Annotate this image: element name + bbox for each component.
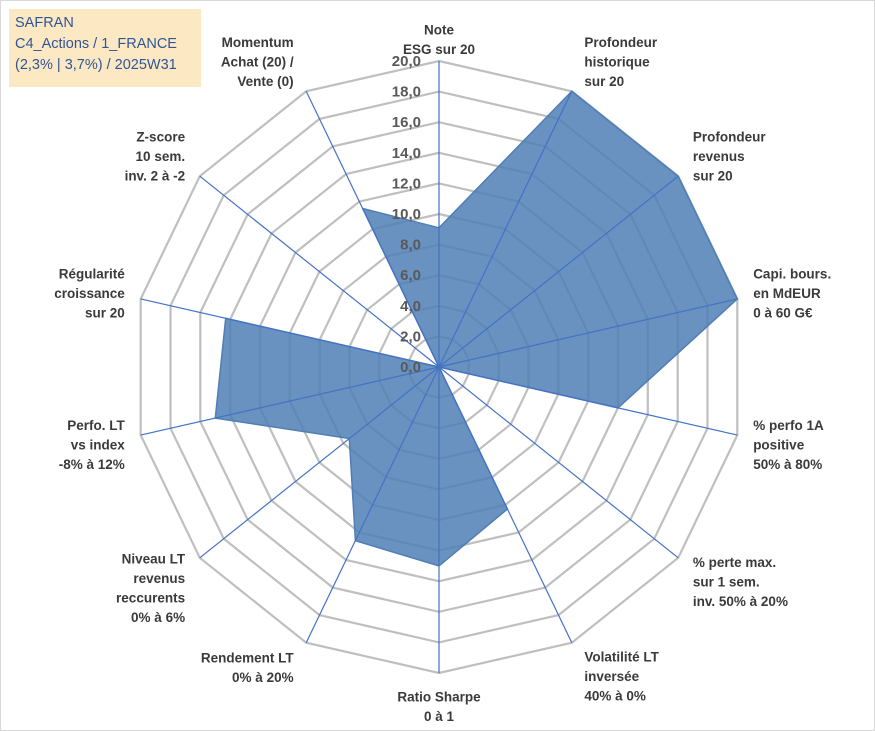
axis-label: % perfo 1A positive 50% à 80% [753,418,824,472]
tick-label: 8,0 [400,237,421,254]
axis-label-line: Ratio Sharpe [397,690,481,705]
axis-label: Niveau LT revenus reccurents 0% à 6% [116,551,186,625]
axis-label: Capi. bours. en MdEUR 0 à 60 G€ [753,266,831,320]
axis-label-line: Rendement LT [201,651,295,666]
axis-label-line: Profondeur [584,35,657,50]
axis-label: Perfo. LT vs index -8% à 12% [59,418,126,472]
axis-label-line: vs index [71,438,126,453]
axis-spoke [305,366,440,643]
axis-label: Ratio Sharpe 0 à 1 [397,690,481,725]
axis-label-line: Momentum [222,35,294,50]
axis-label-line: revenus [693,149,745,164]
axis-spoke [140,366,440,436]
info-box: SAFRAN C4_Actions / 1_FRANCE (2,3% | 3,7… [9,9,201,87]
axis-label-line: 40% à 0% [584,689,646,704]
axis-label: Note ESG sur 20 [403,23,475,58]
axis-label-line: positive [753,438,805,453]
axis-label: Régularité croissance sur 20 [54,266,125,320]
axis-label-line: Perfo. LT [67,418,125,433]
axis-label-line: Capi. bours. [753,266,831,281]
axis-label-line: Z-score [136,130,185,145]
axis-label-line: inv. 2 à -2 [125,169,186,184]
axis-label-line: Niveau LT [122,551,186,566]
axis-label: Volatilité LT inversée 40% à 0% [584,650,659,704]
axis-spoke [438,298,738,368]
axis-label-line: Note [424,23,454,38]
axis-label: Profondeur historique sur 20 [584,35,657,89]
axis-label: Profondeur revenus sur 20 [693,130,766,184]
axis-label-line: Profondeur [693,130,766,145]
tick-label: 6,0 [400,267,421,284]
axis-label-line: Achat (20) / [221,54,294,69]
radar-spokes [140,61,738,673]
axis-label-line: Régularité [59,266,126,281]
axis-label-line: historique [584,54,650,69]
tick-label: 12,0 [392,175,421,192]
axis-spoke [438,91,573,368]
axis-label-line: sur 20 [584,74,624,89]
axis-label-line: sur 20 [693,169,733,184]
axis-label-line: 0 à 60 G€ [753,305,813,320]
series-area [214,90,739,567]
tick-label: 4,0 [400,298,421,315]
axis-label-line: en MdEUR [753,286,821,301]
axis-label-line: reccurents [116,590,185,605]
axis-label-line: Vente (0) [237,74,293,89]
axis-label: Rendement LT 0% à 20% [201,651,295,686]
tick-label: 20,0 [392,53,421,70]
axis-label-line: 10 sem. [136,149,186,164]
axis-label-line: inversée [584,669,639,684]
axis-spoke [199,366,440,559]
radar-tick-labels: 0,0 2,0 4,0 6,0 8,0 10,0 12,0 14,0 16,0 18,0 20,0 [392,53,421,376]
axis-label-line: % perfo 1A [753,418,824,433]
axis-label-line: -8% à 12% [59,457,125,472]
axis-label-line: 0% à 6% [131,610,185,625]
tick-label: 0,0 [400,359,421,376]
tick-label: 10,0 [392,206,421,223]
tick-label: 16,0 [392,114,421,131]
axis-label-line: 0% à 20% [232,670,294,685]
axis-label-line: inv. 50% à 20% [693,594,788,609]
axis-label-line: 50% à 80% [753,457,822,472]
axis-label: % perte max. sur 1 sem. inv. 50% à 20% [693,555,788,609]
axis-spoke [438,366,573,643]
axis-label-line: revenus [133,571,185,586]
tick-label: 18,0 [392,84,421,101]
company-name: SAFRAN [15,15,74,31]
axis-label-line: Volatilité LT [584,650,659,665]
axis-spoke [438,366,679,559]
axis-label-line: ESG sur 20 [403,42,475,57]
category-line: C4_Actions / 1_FRANCE [15,36,177,52]
axis-spoke [199,175,440,368]
period-line: (2,3% | 3,7%) / 2025W31 [15,57,177,73]
tick-label: 14,0 [392,145,421,162]
axis-label: Z-score 10 sem. inv. 2 à -2 [125,130,186,184]
tick-label: 2,0 [400,328,421,345]
axis-label-line: croissance [54,286,125,301]
axis-spoke [140,298,440,368]
axis-spoke [305,91,440,368]
axis-label-line: 0 à 1 [424,709,455,724]
axis-label-line: % perte max. [693,555,776,570]
axis-label-line: sur 1 sem. [693,575,760,590]
axis-label-line: sur 20 [85,305,125,320]
axis-label: Momentum Achat (20) / Vente (0) [221,35,294,89]
axis-spoke [438,175,679,368]
axis-spoke [438,366,738,436]
radar-axis-labels: Note ESG sur 20 Profondeur historique sur 20… [54,23,831,725]
radar-series [214,90,739,567]
